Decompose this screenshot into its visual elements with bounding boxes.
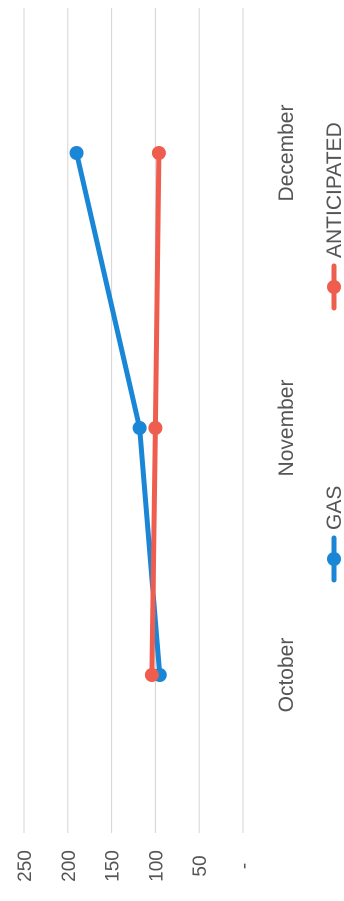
legend-entry: GAS	[323, 486, 344, 583]
y-tick-label: 150	[103, 850, 124, 882]
category-label: October	[275, 638, 298, 713]
legend-swatch-marker	[327, 552, 341, 566]
y-axis-tick-labels: 250 200 150 100 50 -	[15, 850, 255, 882]
data-point	[151, 146, 166, 160]
y-tick-label: 200	[59, 850, 80, 882]
data-point	[132, 421, 147, 435]
series-anticipated	[144, 146, 166, 682]
y-tick-label: 100	[146, 850, 167, 882]
data-point	[144, 668, 159, 682]
series-lines	[69, 146, 167, 682]
y-tick-label: -	[234, 863, 255, 869]
y-tick-label: 250	[15, 850, 36, 882]
data-point	[148, 421, 163, 435]
data-point	[69, 146, 84, 160]
legend-label: GAS	[323, 486, 344, 530]
legend-swatch-marker	[327, 280, 341, 294]
legend-entry: ANTICIPATED	[323, 122, 344, 311]
legend-label: ANTICIPATED	[323, 122, 344, 258]
series-line	[74, 150, 163, 678]
y-tick-label: 50	[190, 855, 211, 876]
category-label: December	[275, 105, 298, 202]
gridlines	[23, 8, 244, 833]
category-label: November	[275, 380, 298, 477]
legend: GAS ANTICIPATED	[323, 122, 344, 583]
category-labels: October November December	[275, 105, 298, 713]
